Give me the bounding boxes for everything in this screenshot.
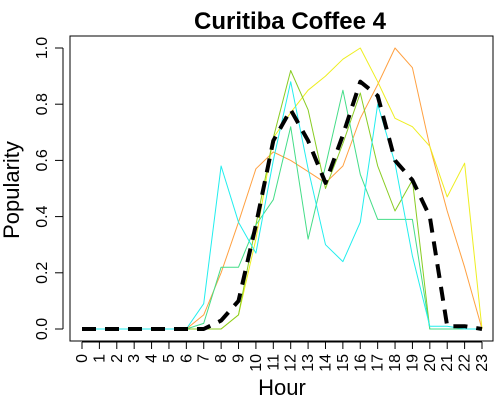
plot-frame (69, 35, 494, 342)
x-tick-label: 20 (422, 354, 439, 372)
x-tick-label: 12 (283, 354, 300, 372)
y-axis-label: Popularity (0, 141, 24, 239)
series-layer (82, 47, 483, 331)
x-tick-label: 18 (387, 354, 404, 372)
x-tick-label: 17 (370, 354, 387, 372)
x-tick-label: 2 (109, 354, 126, 363)
x-tick-label: 3 (126, 354, 143, 363)
x-tick-label: 21 (439, 354, 456, 372)
y-tick-label: 1.0 (34, 37, 51, 59)
x-tick-label: 23 (474, 354, 491, 372)
y-axis: 0.0 0.2 0.4 0.6 0.8 1.0 (34, 37, 64, 340)
y-tick-label: 0.6 (34, 149, 51, 171)
x-axis-label: Hour (258, 375, 306, 400)
x-tick-label: 5 (161, 354, 178, 363)
y-tick-label: 0.2 (34, 262, 51, 284)
x-tick-label: 1 (91, 354, 108, 363)
x-tick-label: 6 (178, 354, 195, 363)
x-tick-label: 0 (74, 354, 91, 363)
x-tick-label: 8 (213, 354, 230, 363)
x-tick-label: 15 (335, 354, 352, 372)
x-tick-label: 10 (248, 354, 265, 372)
y-tick-label: 0.4 (34, 205, 51, 227)
x-tick-label: 9 (231, 354, 248, 363)
x-tick-label: 16 (352, 354, 369, 372)
chart-title: Curitiba Coffee 4 (194, 8, 387, 35)
x-tick-label: 22 (457, 354, 474, 372)
y-tick-label: 0.0 (34, 318, 51, 340)
series-line-5 (82, 81, 482, 330)
y-tick-label: 0.8 (34, 93, 51, 115)
series-line-2 (82, 47, 483, 330)
x-tick-label: 4 (144, 354, 161, 363)
x-tick-label: 14 (318, 354, 335, 372)
x-tick-label: 13 (300, 354, 317, 372)
x-tick-label: 11 (265, 354, 282, 371)
x-axis: 0 1 2 3 4 5 6 7 8 9 10 11 12 13 14 15 16 17 18 19 20 21 22 23 (74, 341, 491, 372)
series-line-6 (82, 79, 483, 331)
series-line-1 (82, 47, 483, 330)
x-tick-label: 7 (196, 354, 213, 363)
x-tick-label: 19 (404, 354, 421, 372)
